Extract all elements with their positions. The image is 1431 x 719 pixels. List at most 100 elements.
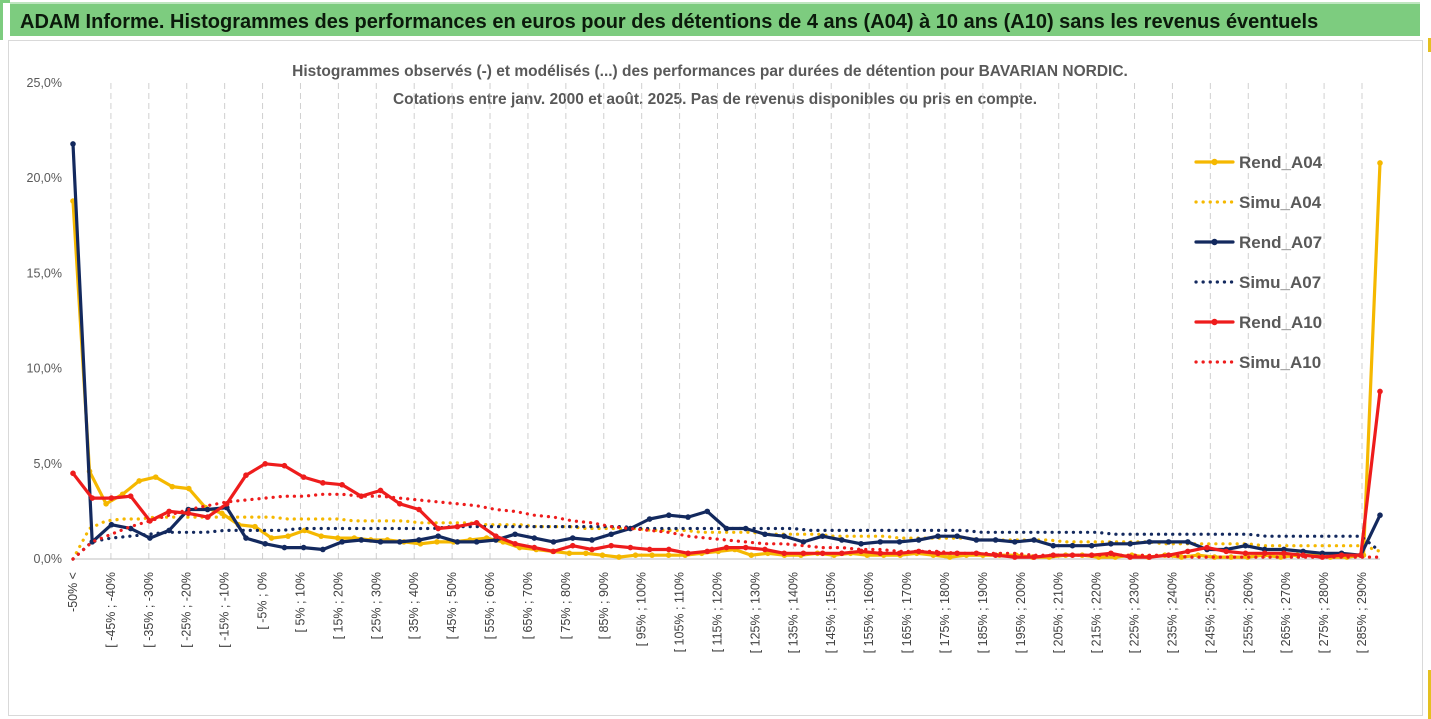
data-point-rend-a10 xyxy=(243,472,249,479)
data-point-rend-a07 xyxy=(1127,540,1133,547)
data-point-rend-a04 xyxy=(632,552,639,558)
x-tick-label: [ 115% ; 120% xyxy=(711,572,725,652)
legend-marker-rend-a04 xyxy=(1211,158,1218,166)
data-point-rend-a10 xyxy=(762,546,768,553)
data-point-rend-a10 xyxy=(493,533,499,539)
x-tick-label: [ 145% ; 150% xyxy=(824,572,838,653)
x-tick-label: [ -15% ; -10% xyxy=(218,572,232,648)
data-point-rend-a07 xyxy=(935,533,941,539)
data-point-rend-a04 xyxy=(649,552,655,558)
legend-label-simu-a04: Simu_A04 xyxy=(1239,193,1322,212)
legend-marker-rend-a07 xyxy=(1211,238,1218,246)
data-point-rend-a10 xyxy=(839,550,845,557)
gridlines xyxy=(73,83,1380,560)
data-point-rend-a04 xyxy=(252,523,258,530)
data-point-rend-a10 xyxy=(819,550,826,557)
series-line-simu-a04 xyxy=(71,515,1382,561)
data-point-rend-a07 xyxy=(358,537,365,543)
chart-frame xyxy=(8,40,1423,716)
data-point-rend-a10 xyxy=(1242,550,1249,557)
x-tick-label: -50% < xyxy=(66,572,80,612)
data-point-rend-a10 xyxy=(166,508,172,515)
data-point-rend-a07 xyxy=(339,539,345,545)
data-point-rend-a07 xyxy=(1069,542,1076,549)
x-tick-label: [ 15% ; 20% xyxy=(331,572,345,639)
chart-title-line-1: Histogrammes observés (-) et modélisés (… xyxy=(292,63,1128,80)
data-point-rend-a07 xyxy=(281,544,288,551)
data-point-rend-a10 xyxy=(531,544,538,551)
data-point-rend-a10 xyxy=(377,487,384,494)
data-point-rend-a10 xyxy=(108,495,115,501)
x-tick-label: [ 35% ; 40% xyxy=(407,572,421,639)
data-point-rend-a10 xyxy=(877,550,884,557)
data-point-rend-a10 xyxy=(1108,550,1114,557)
data-point-rend-a07 xyxy=(1165,539,1172,545)
legend-marker-rend-a10 xyxy=(1211,318,1218,326)
frame-corner-right xyxy=(1428,38,1431,52)
x-tick-label: [ 225% ; 230% xyxy=(1128,572,1142,653)
data-point-rend-a10 xyxy=(70,470,76,477)
data-point-rend-a10 xyxy=(973,550,980,557)
legend: Rend_A04 Simu_A04 Rend_A07 Simu_A07 Rend_A10… xyxy=(1194,153,1323,372)
data-point-rend-a04 xyxy=(864,552,870,558)
x-tick-label: [ -5% ; 0% xyxy=(256,572,270,630)
y-tick-label: 5,0% xyxy=(34,457,63,471)
data-point-rend-a07 xyxy=(1108,540,1114,547)
data-point-rend-a07 xyxy=(646,516,653,522)
data-point-rend-a07 xyxy=(550,539,557,545)
x-tick-label: [ -35% ; -30% xyxy=(142,572,156,648)
chart-title-line-2: Cotations entre janv. 2000 et août. 2025… xyxy=(393,91,1037,108)
data-point-rend-a07 xyxy=(685,514,691,520)
data-point-rend-a04 xyxy=(1377,160,1383,166)
data-point-rend-a10 xyxy=(1223,548,1230,555)
data-point-rend-a04 xyxy=(566,550,573,557)
data-point-rend-a07 xyxy=(954,533,960,539)
data-point-rend-a04 xyxy=(599,552,606,558)
data-point-rend-a04 xyxy=(169,483,176,490)
data-point-rend-a07 xyxy=(166,527,172,534)
data-point-rend-a07 xyxy=(512,531,518,538)
data-point-rend-a10 xyxy=(204,514,211,520)
series-line-simu-a10 xyxy=(71,492,1382,561)
data-point-rend-a07 xyxy=(108,521,115,528)
x-tick-label: [ 105% ; 110% xyxy=(673,572,687,652)
data-point-rend-a07 xyxy=(300,544,307,551)
x-tick-label: [ 75% ; 80% xyxy=(559,572,573,639)
data-point-rend-a07 xyxy=(1031,537,1037,543)
data-point-rend-a10 xyxy=(915,548,922,555)
y-tick-label: 25,0% xyxy=(27,76,62,90)
data-point-rend-a10 xyxy=(742,544,749,551)
frame-corner-left xyxy=(0,0,10,40)
x-tick-label: [ 135% ; 140% xyxy=(786,572,800,653)
data-point-rend-a07 xyxy=(992,537,999,543)
x-tick-label: [ 95% ; 100% xyxy=(635,572,649,646)
data-point-rend-a04 xyxy=(583,550,589,557)
data-point-rend-a10 xyxy=(300,474,307,480)
data-point-rend-a07 xyxy=(569,535,576,541)
series-line-rend-a04 xyxy=(71,161,1382,559)
data-point-rend-a10 xyxy=(1281,550,1287,557)
data-point-rend-a07 xyxy=(973,537,980,543)
x-tick-label: [ 45% ; 50% xyxy=(445,572,459,639)
x-tick-label: [ 155% ; 160% xyxy=(862,572,876,653)
data-point-rend-a07 xyxy=(473,539,480,545)
data-point-rend-a04 xyxy=(665,552,672,558)
data-point-rend-a07 xyxy=(858,540,864,547)
x-axis-ticks: -50% < [ -45% ; -40% [ -35% ; -30% [ -25% ;… xyxy=(66,572,1369,653)
data-point-rend-a10 xyxy=(339,481,345,488)
data-point-rend-a10 xyxy=(1184,548,1191,555)
data-point-rend-a04 xyxy=(1277,554,1284,560)
data-point-rend-a07 xyxy=(1377,512,1383,519)
data-point-rend-a07 xyxy=(396,539,403,545)
data-point-rend-a07 xyxy=(800,539,807,545)
data-point-rend-a10 xyxy=(646,546,653,553)
x-tick-label: [ 55% ; 60% xyxy=(483,572,497,639)
data-point-rend-a07 xyxy=(127,525,134,532)
x-tick-label: [ 175% ; 180% xyxy=(938,572,952,653)
data-point-rend-a10 xyxy=(627,544,634,551)
data-point-rend-a07 xyxy=(839,537,845,543)
data-point-rend-a04 xyxy=(318,533,324,539)
x-tick-label: [ 205% ; 210% xyxy=(1052,572,1066,653)
x-tick-label: [ 165% ; 170% xyxy=(900,572,914,653)
data-point-rend-a04 xyxy=(334,535,341,541)
